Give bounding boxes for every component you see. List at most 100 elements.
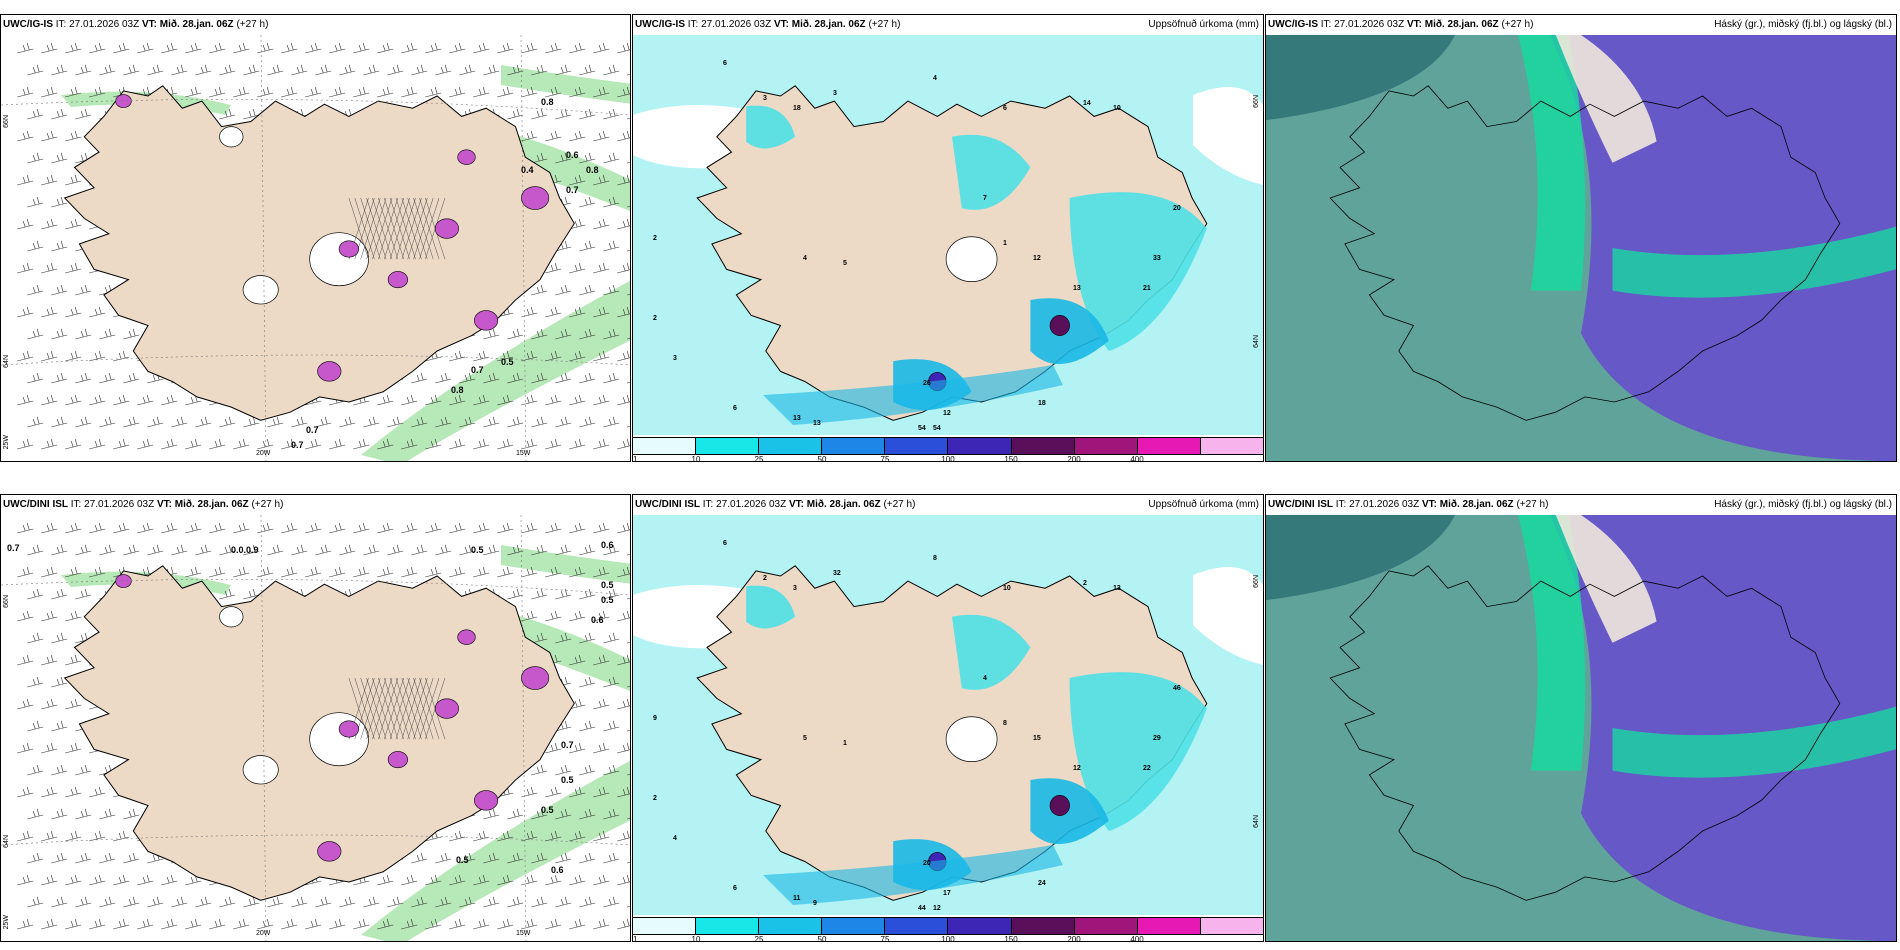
init-time-label: IT: [1335, 499, 1347, 510]
precip-shade [746, 585, 796, 629]
legend-swatch [822, 438, 886, 454]
precip-band [763, 845, 1063, 905]
legend-label: 400 [1130, 455, 1144, 462]
precip-shade [952, 614, 1031, 690]
legend-swatch [633, 918, 697, 934]
precip-band [763, 365, 1063, 425]
lon-label: 20W [256, 930, 271, 937]
wind-band [361, 280, 630, 461]
init-time-label: IT: [702, 499, 714, 510]
precip-value-label: 13 [1073, 285, 1081, 292]
precip-value-label: 4 [673, 835, 677, 842]
model-name: UWC/IG-IS [3, 19, 53, 30]
legend-label: 25 [754, 935, 764, 942]
clear-area [1555, 35, 1657, 163]
wind-value-label: 0.5 [561, 775, 574, 785]
map-panel-p4: UWC/DINI ISL IT: 27.01.2026 03Z VT: Mið.… [0, 494, 631, 942]
precip-value-label: 10 [1113, 105, 1121, 112]
legend-swatch [759, 918, 823, 934]
panel-header: UWC/DINI ISL IT: 27.01.2026 03Z VT: Mið.… [1, 495, 630, 515]
valid-time: Mið. 28.jan. 06Z [159, 19, 234, 30]
wind-value-label: 0.8 [451, 385, 464, 395]
precip-blob [115, 94, 132, 108]
legend-swatch [1011, 438, 1075, 454]
precip-core [1049, 794, 1070, 817]
valid-time-label: VT: [1421, 499, 1437, 510]
legend-swatch [948, 438, 1012, 454]
field-title: Háský (gr.), miðský (fj.bl.) og lágský (… [1714, 19, 1892, 30]
legend-swatch [1200, 918, 1263, 934]
map-area [1266, 35, 1896, 461]
legend-swatch [696, 438, 760, 454]
init-time-label: IT: [687, 19, 699, 30]
lat-label: 66N [1253, 95, 1260, 108]
mid-cloud [1518, 35, 1586, 291]
precip-value-label: 2 [653, 315, 657, 322]
precip-shade [1069, 672, 1207, 831]
wind-value-label: 0.5 [456, 855, 469, 865]
lat-label: 25W [3, 915, 10, 930]
map-area: 6 2 3 32 8 10 2 13 9 15 12 29 46 22 20 17 24 44 12 11 9 6 4 2 5 1… [633, 515, 1263, 941]
low-cloud [1266, 35, 1455, 121]
precip-value-label: 8 [1003, 720, 1007, 727]
precip-value-label: 54 [933, 425, 941, 432]
panel-header: UWC/DINI ISL IT: 27.01.2026 03Z VT: Mið.… [633, 495, 1263, 515]
wind-band [361, 760, 630, 941]
model-name: UWC/DINI ISL [1268, 499, 1333, 510]
wind-value-label: 0.8 [586, 165, 599, 175]
valid-time-label: VT: [156, 499, 172, 510]
iceland-outline [1329, 85, 1841, 421]
lat-label: 25W [3, 435, 10, 450]
init-time-label: IT: [1320, 19, 1332, 30]
precip-blob [457, 149, 476, 165]
precip-shade [952, 134, 1031, 210]
wind-value-label: 0.7 [291, 440, 304, 450]
precip-value-label: 9 [653, 715, 657, 722]
precip-value-label: 12 [943, 410, 951, 417]
init-time-label: IT: [70, 499, 82, 510]
wind-value-label: 0.5 [501, 357, 514, 367]
field-title: Uppsöfnuð úrkoma (mm) [1148, 499, 1259, 510]
precip-core [1049, 314, 1070, 337]
precip-value-label: 10 [1003, 585, 1011, 592]
lon-label: 15W [516, 930, 531, 937]
precip-value-label: 5 [843, 260, 847, 267]
precip-value-label: 3 [763, 95, 767, 102]
init-time: 27.01.2026 03Z [1349, 499, 1420, 510]
map-area: 0.7 0.0.0.9 0.5 0.6 0.5 0.6 0.7 0.5 0.5 0.6 0.5 0.5… [1, 515, 630, 941]
glacier-vatnajokull [309, 232, 369, 287]
legend-swatch [1074, 918, 1138, 934]
legend-swatch [822, 918, 886, 934]
precip-value-label: 21 [1143, 285, 1151, 292]
precip-blob [434, 698, 459, 719]
legend-label: 10 [691, 455, 701, 462]
glacier-drangajokull [219, 126, 244, 148]
dry-area [1193, 567, 1263, 665]
cloud-map [1266, 35, 1896, 461]
precip-value-label: 15 [1033, 735, 1041, 742]
precip-value-label: 17 [943, 890, 951, 897]
precip-value-label: 14 [1083, 100, 1091, 107]
lat-label: 64N [3, 355, 10, 368]
precip-blob [474, 310, 499, 331]
precip-value-label: 29 [1153, 735, 1161, 742]
precip-value-label: 20 [1173, 205, 1181, 212]
lead-time: (+27 h) [1501, 19, 1534, 30]
legend-swatch [885, 918, 949, 934]
lat-label: 66N [3, 595, 10, 608]
glacier-vatnajokull [309, 712, 369, 767]
mid-cloud [1612, 226, 1896, 298]
precip-value-label: 46 [1173, 685, 1181, 692]
precip-map [633, 35, 1263, 435]
precip-value-label: 6 [733, 405, 737, 412]
precip-value-label: 18 [1038, 400, 1046, 407]
precip-value-label: 3 [673, 355, 677, 362]
init-time: 27.01.2026 03Z [716, 499, 787, 510]
precip-value-label: 6 [723, 60, 727, 67]
glacier-drangajokull [219, 606, 244, 628]
lon-label: 15W [516, 450, 531, 457]
lead-time: (+27 h) [868, 19, 901, 30]
map-panel-p2: UWC/IG-IS IT: 27.01.2026 03Z VT: Mið. 28… [632, 14, 1264, 462]
precip-value-label: 18 [793, 105, 801, 112]
mid-cloud [1612, 706, 1896, 778]
